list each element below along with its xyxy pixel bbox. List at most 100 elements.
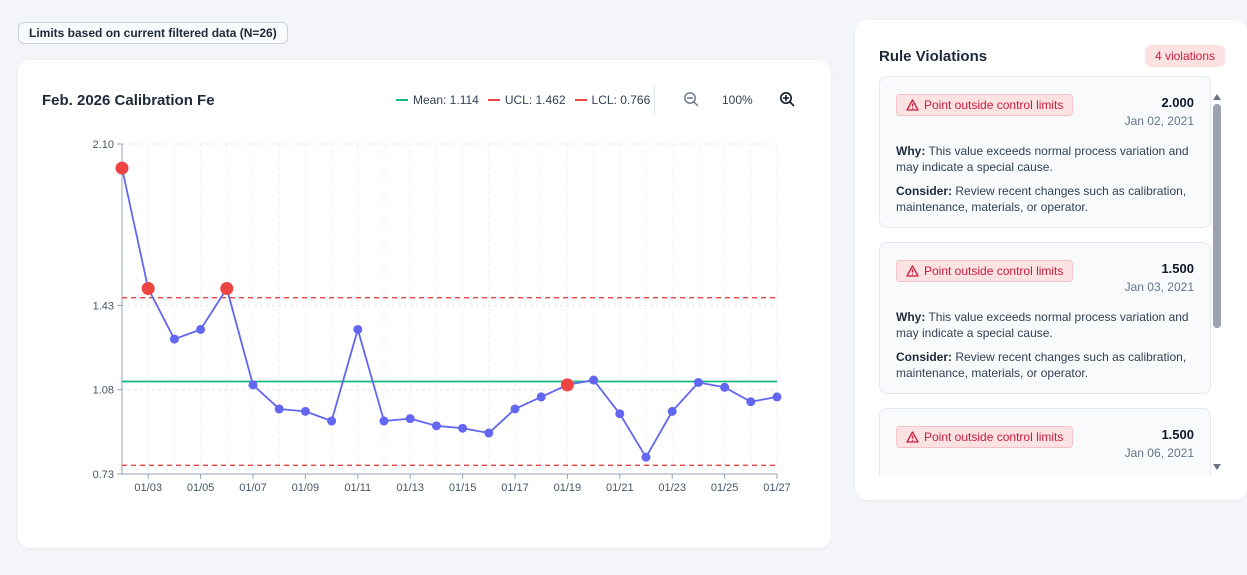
data-point xyxy=(484,428,494,438)
chart-title: Feb. 2026 Calibration Fe xyxy=(42,92,215,109)
x-tick-label: 01/03 xyxy=(134,482,162,494)
x-tick-label: 01/05 xyxy=(187,482,215,494)
legend-ucl-label: UCL: 1.462 xyxy=(504,93,566,107)
data-point xyxy=(196,324,206,334)
violations-list[interactable]: Point outside control limits 2.000 Jan 0… xyxy=(879,76,1211,476)
data-point xyxy=(405,414,415,424)
data-point xyxy=(248,380,258,390)
control-chart-card: 2.10 1.43 1.08 0.73 01/03 01/05 01/07 01/09 01/1… xyxy=(18,60,831,548)
data-series-line xyxy=(121,167,778,459)
x-tick-label: 01/21 xyxy=(606,482,634,494)
data-point xyxy=(379,416,389,426)
why-label: Why: xyxy=(896,310,926,324)
zoom-in-icon[interactable] xyxy=(778,90,796,108)
consider-text: Review recent changes such as calibratio… xyxy=(896,184,1187,214)
x-tick-label: 01/25 xyxy=(711,482,739,494)
y-tick-label: 1.08 xyxy=(93,385,114,397)
data-point xyxy=(667,406,677,416)
rule-label: Point outside control limits xyxy=(924,430,1064,444)
mean-swatch xyxy=(396,99,408,101)
violations-title: Rule Violations xyxy=(879,48,988,65)
consider-text: Review recent changes such as calibratio… xyxy=(896,350,1187,380)
violation-value: 1.500 xyxy=(1161,427,1194,442)
violation-point xyxy=(220,282,234,296)
violation-date: Jan 02, 2021 xyxy=(1124,114,1194,128)
scroll-down-arrow-icon[interactable] xyxy=(1213,464,1221,470)
consider-label: Consider: xyxy=(896,184,953,198)
legend-lcl-label: LCL: 0.766 xyxy=(591,93,651,107)
x-tick-label: 01/27 xyxy=(763,482,791,494)
data-point xyxy=(772,392,782,402)
warning-triangle-icon xyxy=(906,99,919,111)
why-text: This value exceeds normal process variat… xyxy=(896,144,1189,174)
data-point xyxy=(431,421,441,431)
data-point xyxy=(458,423,468,433)
violation-why: Why: This value exceeds normal process v… xyxy=(896,309,1196,341)
data-point xyxy=(693,377,703,387)
x-tick-label: 01/09 xyxy=(292,482,320,494)
violation-value: 2.000 xyxy=(1161,95,1194,110)
data-point xyxy=(536,392,546,402)
why-text: This value exceeds normal process variat… xyxy=(896,310,1189,340)
lcl-swatch xyxy=(574,99,587,101)
data-point xyxy=(746,397,756,407)
legend-mean-label: Mean: 1.114 xyxy=(413,93,479,107)
chart-legend: Mean: 1.114 UCL: 1.462 LCL: 0.766 xyxy=(396,93,650,107)
y-tick-label: 1.43 xyxy=(93,300,114,312)
legend-mean: Mean: 1.114 xyxy=(396,93,479,107)
violation-point xyxy=(115,161,129,175)
rule-badge: Point outside control limits xyxy=(896,260,1074,282)
data-point xyxy=(589,375,599,385)
rule-badge: Point outside control limits xyxy=(896,426,1074,448)
violation-why: Why: This value exceeds normal process v… xyxy=(896,143,1196,175)
rule-badge: Point outside control limits xyxy=(896,94,1074,116)
violation-date: Jan 06, 2021 xyxy=(1124,446,1194,460)
violation-consider: Consider: Review recent changes such as … xyxy=(896,349,1196,381)
violation-item[interactable]: Point outside control limits 1.500 Jan 0… xyxy=(879,242,1211,394)
data-point xyxy=(300,406,310,416)
y-tick-label: 0.73 xyxy=(93,469,114,481)
violation-item[interactable]: Point outside control limits 1.500 Jan 0… xyxy=(879,408,1211,476)
data-point xyxy=(169,334,179,344)
scroll-up-arrow-icon[interactable] xyxy=(1213,94,1221,100)
warning-triangle-icon xyxy=(906,431,919,443)
rule-violations-panel: Rule Violations 4 violations Point outsi… xyxy=(855,20,1247,500)
rule-label: Point outside control limits xyxy=(924,98,1064,112)
violation-consider: Consider: Review recent changes such as … xyxy=(896,183,1196,215)
zoom-out-icon[interactable] xyxy=(682,90,700,108)
ucl-swatch xyxy=(487,99,500,101)
violation-point xyxy=(560,378,574,392)
data-point xyxy=(327,416,337,426)
x-tick-label: 01/17 xyxy=(501,482,529,494)
y-tick-label: 2.10 xyxy=(93,139,114,151)
data-point xyxy=(641,452,651,462)
x-tick-label: 01/13 xyxy=(396,482,424,494)
violation-item[interactable]: Point outside control limits 2.000 Jan 0… xyxy=(879,76,1211,228)
warning-triangle-icon xyxy=(906,265,919,277)
data-point xyxy=(274,404,284,414)
data-point xyxy=(720,382,730,392)
filter-info-badge: Limits based on current filtered data (N… xyxy=(18,22,288,44)
x-tick-label: 01/15 xyxy=(449,482,477,494)
consider-label: Consider: xyxy=(896,350,953,364)
rule-label: Point outside control limits xyxy=(924,264,1064,278)
x-tick-label: 01/11 xyxy=(344,482,371,494)
violation-value: 1.500 xyxy=(1161,261,1194,276)
toolbar-divider xyxy=(654,84,655,116)
scroll-thumb[interactable] xyxy=(1213,104,1221,328)
data-point xyxy=(353,324,363,334)
data-point xyxy=(510,404,520,414)
zoom-level: 100% xyxy=(722,93,753,107)
x-tick-label: 01/07 xyxy=(239,482,267,494)
data-point xyxy=(615,409,625,419)
legend-ucl: UCL: 1.462 xyxy=(487,93,566,107)
violation-point xyxy=(141,282,155,296)
control-chart: 2.10 1.43 1.08 0.73 01/03 01/05 01/07 01/09 01/1… xyxy=(93,139,791,494)
x-tick-label: 01/23 xyxy=(658,482,686,494)
violation-date: Jan 03, 2021 xyxy=(1124,280,1194,294)
violations-count-badge: 4 violations xyxy=(1144,45,1225,67)
x-tick-label: 01/19 xyxy=(554,482,582,494)
violations-scrollbar[interactable] xyxy=(1211,94,1223,474)
why-label: Why: xyxy=(896,144,926,158)
legend-lcl: LCL: 0.766 xyxy=(574,93,651,107)
